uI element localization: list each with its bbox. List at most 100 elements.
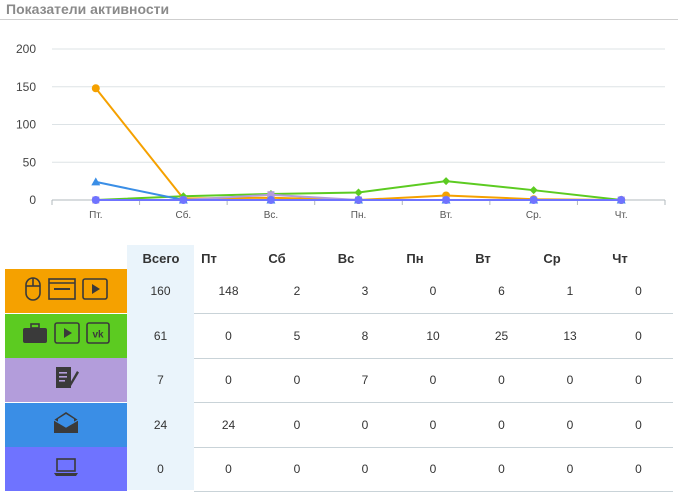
day-cell: 0	[225, 373, 232, 387]
day-cell: 0	[635, 328, 642, 343]
data-point	[529, 196, 538, 204]
table-header-row: Всего Пт Сб Вс Пн Вт Ср Чт	[5, 245, 673, 269]
day-cell: 24	[221, 417, 236, 432]
total-cell: 0	[157, 462, 164, 476]
data-point	[266, 196, 275, 204]
day-cell: 0	[566, 462, 574, 476]
day-cell: 0	[429, 373, 437, 387]
day-cell: 0	[225, 328, 232, 343]
day-cell: 0	[361, 462, 369, 476]
day-cell: 7	[361, 373, 369, 387]
page-title: Показатели активности	[6, 1, 170, 17]
total-cell: 160	[150, 284, 171, 298]
total-cell: 7	[157, 373, 164, 387]
data-point	[442, 177, 451, 186]
row-icon-cell	[5, 447, 127, 491]
day-cell: 0	[361, 417, 369, 432]
day-cell: 0	[498, 417, 505, 432]
header-sat: Сб	[268, 251, 286, 266]
data-point	[179, 196, 188, 204]
header-tue: Вт	[475, 251, 491, 266]
day-cell: 0	[293, 462, 301, 476]
day-cell: 8	[361, 328, 369, 343]
svg-text:vk: vk	[92, 330, 104, 341]
y-tick-label: 150	[16, 80, 36, 94]
day-cell: 0	[635, 462, 642, 476]
day-cell: 0	[429, 284, 437, 298]
total-column-highlight	[127, 245, 194, 490]
row-divider	[194, 402, 673, 403]
header-sun: Вс	[337, 251, 355, 266]
day-cell: 0	[429, 462, 437, 476]
laptop-icon	[53, 457, 79, 482]
table-row: 160 148 2 3 0 6 1 0	[5, 269, 673, 314]
day-cell: 0	[429, 417, 437, 432]
data-point	[91, 196, 100, 204]
total-cell: 61	[153, 328, 168, 343]
table-row: 24 24 0 0 0 0 0 0	[5, 402, 673, 448]
x-tick-label: Вс.	[264, 210, 278, 221]
table-row: 7 0 0 7 0 0 0 0	[5, 358, 673, 403]
video-play-icon	[82, 277, 108, 305]
data-point	[617, 196, 626, 204]
mouse-icon	[24, 276, 42, 306]
activity-line-chart: 0 50 100 150 200 Пт. Сб. Вс. Пн. Вт. Ср. Чт.	[16, 42, 666, 221]
data-point	[529, 186, 538, 195]
open-envelope-icon	[53, 410, 79, 439]
video-play-icon	[54, 322, 80, 349]
x-tick-label: Вт.	[440, 210, 453, 221]
data-point	[91, 84, 100, 93]
data-point	[354, 196, 363, 204]
row-divider	[194, 313, 673, 314]
header-mon: Пн	[406, 251, 424, 266]
day-cell: 0	[635, 417, 642, 432]
header-fri: Пт	[201, 251, 217, 266]
browser-icon	[48, 277, 76, 305]
header-thu: Чт	[612, 251, 628, 266]
row-icon-cell: vk	[5, 313, 127, 358]
data-point	[267, 191, 275, 199]
day-cell: 0	[293, 373, 301, 387]
row-icon-cell	[5, 402, 127, 447]
title-divider	[0, 19, 678, 20]
x-tick-label: Ср.	[526, 210, 542, 221]
total-cell: 24	[153, 417, 168, 432]
day-cell: 13	[563, 328, 577, 343]
data-point	[442, 196, 451, 204]
day-cell: 6	[498, 284, 505, 298]
data-point	[91, 177, 101, 186]
day-cell: 0	[498, 373, 505, 387]
x-tick-label: Пн.	[351, 210, 367, 221]
day-cell: 0	[498, 462, 505, 476]
day-cell: 2	[293, 284, 301, 298]
day-cell: 10	[426, 328, 440, 343]
y-tick-label: 50	[23, 155, 37, 169]
data-point	[354, 188, 363, 197]
row-divider	[194, 357, 673, 359]
y-tick-label: 100	[16, 118, 36, 132]
day-cell: 0	[635, 373, 642, 387]
vk-icon: vk	[86, 322, 110, 349]
day-cell: 1	[566, 284, 574, 298]
x-tick-label: Чт.	[615, 210, 628, 221]
header-wed: Ср	[543, 251, 561, 266]
x-tick-label: Сб.	[175, 209, 191, 221]
day-cell: 0	[566, 417, 574, 432]
document-edit-icon	[53, 365, 79, 396]
header-total: Всего	[142, 251, 180, 266]
day-cell: 0	[293, 417, 301, 432]
row-divider	[194, 446, 673, 448]
day-cell: 5	[293, 328, 301, 343]
day-cell: 25	[494, 328, 509, 343]
day-cell: 0	[635, 284, 642, 298]
day-cell: 0	[225, 462, 232, 476]
y-tick-label: 200	[16, 42, 36, 56]
row-icon-cell	[5, 358, 127, 402]
series-line	[95, 87, 622, 202]
row-icon-cell	[5, 269, 127, 313]
table-row: 0 0 0 0 0 0 0 0	[5, 447, 673, 492]
briefcase-icon	[22, 322, 48, 349]
table-row: vk 61 0 5 8 10 25 13 0	[5, 313, 673, 359]
day-cell: 0	[566, 373, 574, 387]
y-tick-label: 0	[29, 193, 36, 207]
